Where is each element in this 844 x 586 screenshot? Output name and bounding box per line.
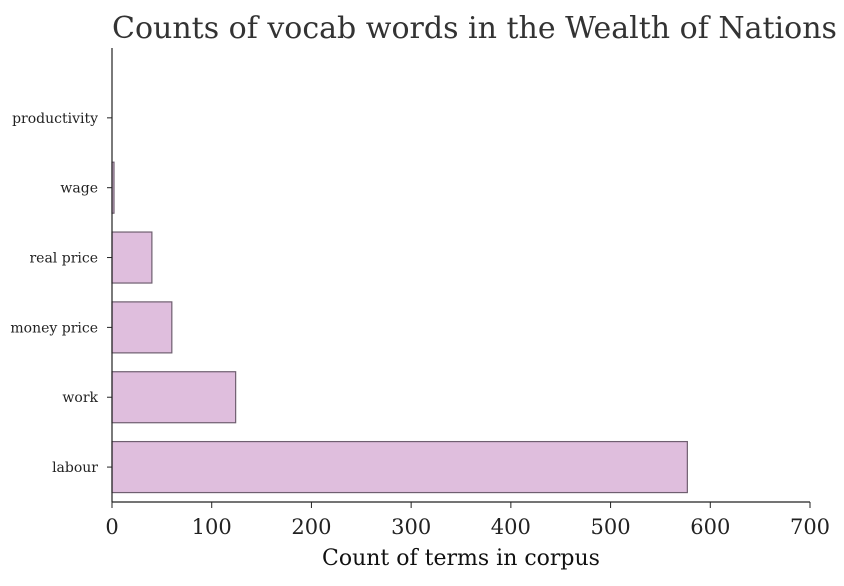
bar-work bbox=[111, 371, 237, 424]
y-tick-label: work bbox=[62, 390, 98, 406]
y-tick-label: wage bbox=[60, 181, 98, 197]
x-ticks-group: 0 100 200 300 400 500 600 700 bbox=[105, 502, 830, 539]
bar-money-price bbox=[111, 301, 173, 354]
x-tick-label: 200 bbox=[291, 515, 331, 539]
x-tick-label: 700 bbox=[790, 515, 830, 539]
bar-labour bbox=[111, 440, 688, 494]
bar-real-price bbox=[111, 231, 153, 284]
chart-title: Counts of vocab words in the Wealth of N… bbox=[112, 11, 837, 46]
x-tick-label: 300 bbox=[391, 515, 431, 539]
y-tick-label: labour bbox=[52, 460, 98, 476]
y-tick-label: real price bbox=[29, 251, 98, 267]
y-tick-label: money price bbox=[10, 320, 98, 336]
y-ticks-group: productivity wage real price money price wor… bbox=[10, 111, 112, 476]
x-tick-label: 400 bbox=[491, 515, 531, 539]
x-tick-label: 0 bbox=[105, 515, 118, 539]
x-axis-label: Count of terms in corpus bbox=[322, 546, 600, 571]
x-tick-label: 600 bbox=[690, 515, 730, 539]
bars-group bbox=[111, 161, 688, 494]
y-tick-label: productivity bbox=[12, 111, 98, 127]
x-tick-label: 500 bbox=[591, 515, 631, 539]
x-tick-label: 100 bbox=[192, 515, 232, 539]
